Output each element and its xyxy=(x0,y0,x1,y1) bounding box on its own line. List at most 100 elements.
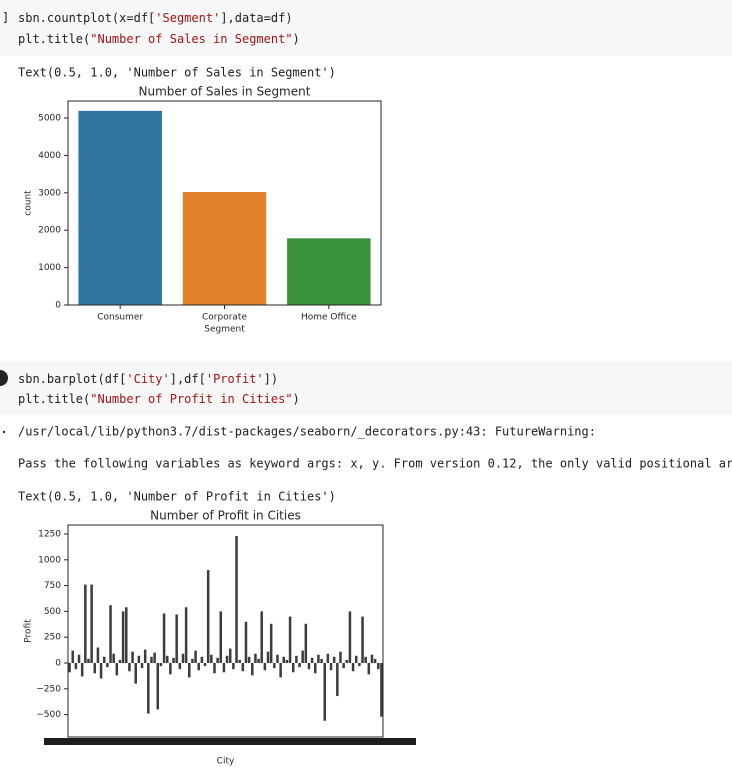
bar xyxy=(301,650,304,663)
y-tick-label: 2000 xyxy=(38,226,61,236)
bar xyxy=(266,651,270,663)
y-tick-label: 0 xyxy=(55,301,61,311)
bar xyxy=(112,653,115,663)
bar xyxy=(225,655,229,663)
code-token: sbn.countplot(x=df[ xyxy=(18,11,155,25)
y-tick-label: 250 xyxy=(44,633,61,643)
code-line: plt.title("Number of Sales in Segment") xyxy=(18,32,300,46)
y-tick-label: 5000 xyxy=(38,114,61,124)
bar xyxy=(244,621,248,663)
bar xyxy=(232,662,235,670)
code-token: "Number of Profit in Cities" xyxy=(90,392,292,406)
bar xyxy=(361,616,364,663)
bar xyxy=(191,658,194,663)
chart-title: Number of Sales in Segment xyxy=(139,85,311,99)
bar xyxy=(125,607,128,663)
bar xyxy=(143,649,147,663)
axes-frame xyxy=(67,100,382,306)
x-axis-label: City xyxy=(217,757,235,767)
bar xyxy=(134,662,137,684)
output-prompt xyxy=(2,430,6,434)
x-tick-labels-overlap xyxy=(44,738,416,745)
chart: Number of Sales in Segment Consumer Corpor… xyxy=(24,85,382,335)
bar xyxy=(339,651,342,663)
bar xyxy=(247,656,251,663)
code-cell-background xyxy=(0,361,732,415)
x-tick-label: Corporate xyxy=(202,313,247,323)
bar xyxy=(131,651,134,663)
bar xyxy=(87,658,90,663)
bar xyxy=(96,647,100,663)
bar xyxy=(345,659,349,663)
bar xyxy=(159,662,163,667)
y-axis-label: count xyxy=(24,190,34,216)
bar xyxy=(288,616,292,663)
bar xyxy=(254,653,257,663)
bar xyxy=(99,662,103,679)
bar xyxy=(310,657,314,663)
bar xyxy=(291,662,295,673)
bar xyxy=(71,650,74,663)
bar xyxy=(279,662,282,678)
code-token: 'Segment' xyxy=(155,11,220,25)
bar xyxy=(84,584,87,663)
bar xyxy=(197,662,200,671)
bar xyxy=(206,570,210,663)
bar xyxy=(317,654,320,663)
bar xyxy=(93,662,97,674)
bar xyxy=(320,658,323,663)
bar xyxy=(222,662,226,673)
bar xyxy=(109,605,112,663)
bar xyxy=(314,662,317,674)
bar xyxy=(364,656,367,663)
bar xyxy=(137,655,141,663)
bar xyxy=(228,648,232,663)
bar xyxy=(263,662,267,671)
bar xyxy=(188,662,191,678)
bar xyxy=(285,659,289,663)
code-line: plt.title("Number of Profit in Cities") xyxy=(18,392,300,406)
bar xyxy=(175,614,178,663)
code-token: ],data=df) xyxy=(220,11,292,25)
output-text: Pass the following variables as keyword … xyxy=(18,457,732,471)
output-text: Text(0.5, 1.0, 'Number of Sales in Segme… xyxy=(18,66,336,80)
code-cell-background xyxy=(0,0,732,56)
y-tick-label: 1250 xyxy=(38,529,61,539)
code-token: 'Profit' xyxy=(206,372,264,386)
bar xyxy=(260,611,263,663)
bar xyxy=(80,662,84,677)
bar xyxy=(351,662,355,672)
bar xyxy=(354,655,358,663)
bar xyxy=(216,657,219,663)
bar xyxy=(323,662,326,721)
bar xyxy=(203,662,207,667)
chart-title: Number of Profit in Cities xyxy=(150,509,301,523)
bar xyxy=(178,662,182,670)
bar xyxy=(78,110,162,306)
x-axis-label: Segment xyxy=(204,325,245,335)
run-button[interactable] xyxy=(0,370,8,386)
code-token: 'City' xyxy=(126,372,169,386)
bar xyxy=(182,192,267,305)
bar xyxy=(235,536,238,663)
bar xyxy=(106,662,109,668)
chart: Number of Profit in Cities −500 −250 0 250 50… xyxy=(24,509,384,767)
bar xyxy=(121,611,125,663)
code-token: ]) xyxy=(264,372,278,386)
y-axis-label: Profit xyxy=(24,619,34,643)
bar xyxy=(115,662,119,676)
bar xyxy=(200,656,204,663)
bar xyxy=(251,662,254,676)
bar xyxy=(282,656,286,663)
y-tick-label: 4000 xyxy=(38,151,61,161)
code-token: plt.title( xyxy=(18,32,90,46)
bar xyxy=(304,623,308,663)
bar xyxy=(77,654,81,663)
output-text: /usr/local/lib/python3.7/dist-packages/s… xyxy=(18,425,596,439)
y-tick-label: 1000 xyxy=(38,263,61,273)
bar xyxy=(150,656,153,663)
bar xyxy=(287,238,371,305)
cell-prompt: ] xyxy=(2,11,9,25)
y-tick-label: 500 xyxy=(44,607,61,617)
